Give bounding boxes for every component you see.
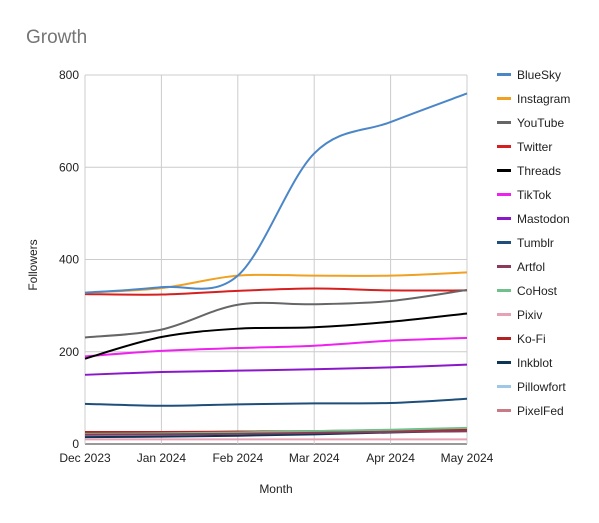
axes: 0 200 400 600 800 Dec 2023 Jan 2024 Feb 2024 Mar… xyxy=(59,68,494,465)
series-lines xyxy=(84,92,468,441)
y-tick-label: 800 xyxy=(59,68,79,82)
legend-item-instagram[interactable]: Instagram xyxy=(497,92,570,106)
x-tick-label: Mar 2024 xyxy=(289,451,340,465)
series-line-artfol xyxy=(84,430,468,436)
series-line-twitter xyxy=(84,287,468,296)
legend-swatch xyxy=(497,361,511,364)
x-tick-label: Apr 2024 xyxy=(366,451,415,465)
legend-item-artfol[interactable]: Artfol xyxy=(497,260,545,274)
legend-label: Artfol xyxy=(517,260,545,274)
chart-title: Growth xyxy=(26,27,88,48)
y-tick-label: 400 xyxy=(59,253,79,267)
legend-item-pixelfed[interactable]: PixelFed xyxy=(497,404,564,418)
x-tick-label: May 2024 xyxy=(441,451,494,465)
y-tick-label: 0 xyxy=(72,437,79,451)
legend-item-threads[interactable]: Threads xyxy=(497,164,561,178)
legend-item-pillowfort[interactable]: Pillowfort xyxy=(497,380,566,394)
series-line-bluesky xyxy=(84,92,468,294)
legend-label: YouTube xyxy=(517,116,564,130)
legend-swatch xyxy=(497,313,511,316)
x-tick-label: Feb 2024 xyxy=(212,451,263,465)
legend: BlueSky Instagram YouTube Twitter Threads Tik… xyxy=(497,68,570,418)
legend-label: Mastodon xyxy=(517,212,570,226)
x-axis-title: Month xyxy=(259,482,292,496)
legend-label: CoHost xyxy=(517,284,558,298)
legend-swatch xyxy=(497,241,511,244)
legend-item-tumblr[interactable]: Tumblr xyxy=(497,236,554,250)
legend-swatch xyxy=(497,121,511,124)
series-line-tumblr xyxy=(84,397,468,407)
legend-label: Pillowfort xyxy=(517,380,566,394)
y-axis-title: Followers xyxy=(26,239,40,290)
legend-swatch xyxy=(497,337,511,340)
legend-swatch xyxy=(497,385,511,388)
legend-item-inkblot[interactable]: Inkblot xyxy=(497,356,553,370)
series-line-tiktok xyxy=(84,336,468,358)
grid xyxy=(84,74,468,445)
x-tick-label: Jan 2024 xyxy=(137,451,187,465)
legend-swatch xyxy=(497,409,511,412)
legend-label: TikTok xyxy=(517,188,552,202)
series-line-youtube xyxy=(84,288,468,339)
legend-label: Pixiv xyxy=(517,308,542,322)
x-tick-label: Dec 2023 xyxy=(59,451,111,465)
legend-label: BlueSky xyxy=(517,68,561,82)
series-line-mastodon xyxy=(84,363,468,376)
legend-item-ko-fi[interactable]: Ko-Fi xyxy=(497,332,546,346)
legend-swatch xyxy=(497,73,511,76)
legend-label: Twitter xyxy=(517,140,552,154)
legend-label: Instagram xyxy=(517,92,570,106)
legend-swatch xyxy=(497,193,511,196)
legend-label: Inkblot xyxy=(517,356,553,370)
legend-item-mastodon[interactable]: Mastodon xyxy=(497,212,570,226)
legend-label: Threads xyxy=(517,164,561,178)
legend-item-cohost[interactable]: CoHost xyxy=(497,284,558,298)
legend-swatch xyxy=(497,169,511,172)
legend-label: Ko-Fi xyxy=(517,332,546,346)
legend-item-tiktok[interactable]: TikTok xyxy=(497,188,552,202)
legend-label: Tumblr xyxy=(517,236,554,250)
y-tick-label: 200 xyxy=(59,345,79,359)
legend-item-youtube[interactable]: YouTube xyxy=(497,116,564,130)
legend-swatch xyxy=(497,265,511,268)
y-tick-label: 600 xyxy=(59,160,79,174)
legend-item-bluesky[interactable]: BlueSky xyxy=(497,68,561,82)
legend-item-twitter[interactable]: Twitter xyxy=(497,140,552,154)
legend-item-pixiv[interactable]: Pixiv xyxy=(497,308,542,322)
legend-swatch xyxy=(497,145,511,148)
legend-swatch xyxy=(497,217,511,220)
legend-swatch xyxy=(497,289,511,292)
legend-label: PixelFed xyxy=(517,404,564,418)
series-line-threads xyxy=(84,312,468,360)
legend-swatch xyxy=(497,97,511,100)
